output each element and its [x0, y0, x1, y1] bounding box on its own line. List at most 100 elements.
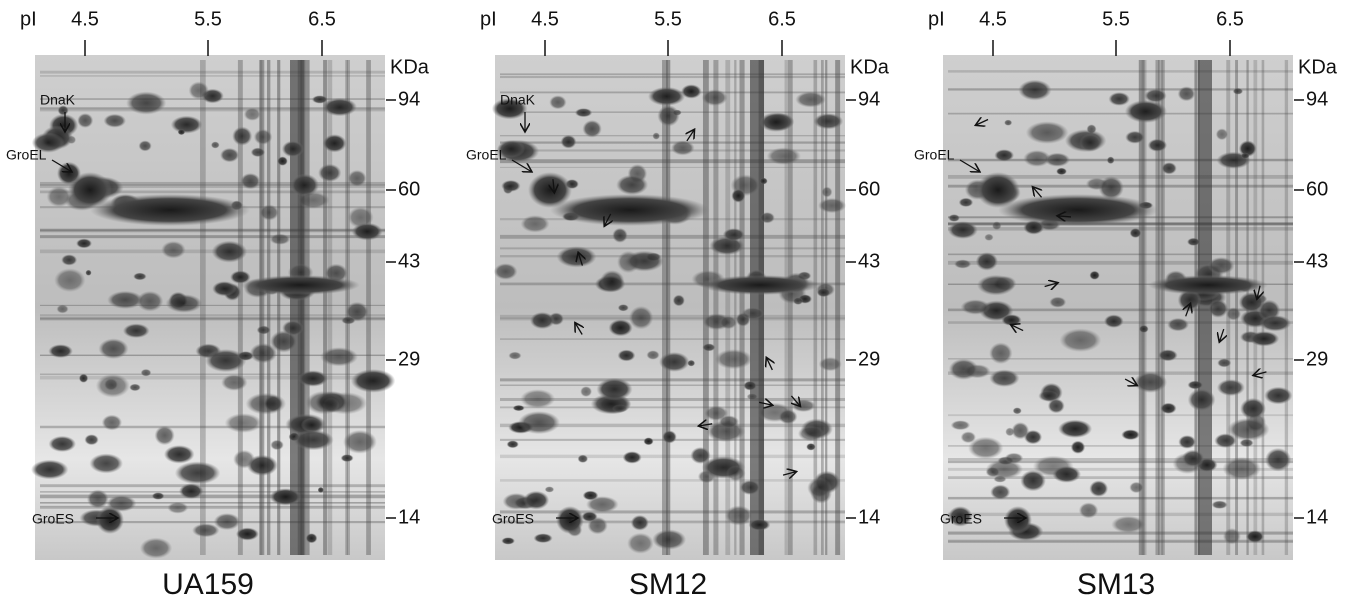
gel-spot [948, 214, 960, 222]
gel-spot [311, 95, 328, 104]
gel-spot [1111, 515, 1146, 534]
gel-spot [232, 126, 253, 146]
gel-spot [493, 263, 518, 280]
gel-band [40, 502, 385, 504]
gel-spot [54, 268, 86, 293]
gel-band [40, 235, 385, 239]
gel-band [500, 397, 845, 402]
spot-arrow [1044, 283, 1058, 287]
gel-band [948, 512, 1293, 517]
gel-band [948, 414, 1293, 417]
gel-spot [347, 169, 367, 187]
gel-band [500, 423, 845, 428]
gel-band [948, 253, 1293, 256]
gel-spot [1232, 87, 1244, 95]
gel-band [500, 520, 845, 524]
gel-spot [681, 84, 702, 99]
gel-spot [549, 95, 567, 110]
gel-spot [1133, 371, 1168, 393]
gel-spot [1245, 530, 1265, 543]
gel-spot [250, 147, 266, 158]
gel-spot [281, 140, 304, 158]
gel-spot [292, 429, 334, 451]
gel-spot [1187, 388, 1216, 412]
gel-spot [960, 299, 991, 315]
gel-band [500, 73, 845, 76]
gel-spot [1207, 257, 1235, 275]
gel-spot [1178, 435, 1197, 449]
gel-spot [322, 134, 347, 153]
gel-spot [793, 297, 804, 305]
gel-spot [246, 454, 278, 476]
gel-spot [1264, 386, 1293, 405]
gel-spot [989, 369, 1020, 387]
gel-streak [662, 60, 668, 555]
gel-band [40, 494, 385, 499]
gel-spot [958, 197, 974, 208]
gel-spot [512, 404, 525, 412]
gel-spot [107, 290, 144, 309]
mw-tick-label: 43 [1306, 250, 1328, 272]
gel-spot [1089, 270, 1100, 280]
gel-spot [947, 221, 978, 239]
gel-spot [31, 132, 65, 153]
gel-band [500, 378, 845, 382]
gel-spot [221, 374, 248, 391]
gel-spot [243, 107, 261, 121]
gel-spot [659, 352, 690, 372]
gel-band [40, 107, 385, 110]
gel-band [500, 159, 845, 164]
gel-spot [1222, 527, 1241, 545]
gel-spot [1070, 440, 1086, 454]
gel-spot [724, 505, 753, 526]
gel-spot [1214, 433, 1237, 449]
gel-spot [627, 532, 654, 554]
gel-spot [1138, 324, 1149, 333]
gel-spot [76, 238, 93, 249]
gel-spot [556, 246, 597, 268]
gel-spot [700, 275, 820, 295]
gel-spot [174, 461, 221, 485]
gel-spot [616, 174, 649, 196]
pi-tick-label: 4.5 [531, 8, 559, 30]
gel-spot [950, 420, 971, 431]
gel-spot [178, 483, 204, 499]
gel-spot [126, 91, 167, 115]
protein-arrow [959, 159, 980, 172]
gel-spot [318, 163, 342, 183]
gel-spot [585, 496, 619, 513]
gel-spot [90, 194, 250, 226]
gel-streak [259, 60, 265, 555]
gel-spot [253, 129, 273, 145]
gel-spot [68, 172, 112, 208]
gel-spot [84, 434, 99, 446]
gel-spot [1004, 119, 1013, 126]
spot-arrow [975, 119, 989, 125]
gel-band [500, 521, 845, 523]
gel-spot [1167, 317, 1190, 332]
gel-spot [341, 316, 356, 325]
gel-spot [230, 270, 251, 284]
gel-spot [277, 156, 288, 166]
gel-spot [1187, 237, 1201, 246]
gel-spot [709, 236, 745, 256]
gel-spot [205, 348, 247, 373]
spot-arrow [553, 179, 554, 193]
gel-spot [984, 233, 994, 241]
gel-band [40, 425, 385, 429]
gel-spot [213, 513, 241, 531]
mw-tick-label: 60 [858, 178, 880, 200]
gel-band [40, 229, 385, 233]
panel-caption: SM13 [1077, 568, 1155, 601]
gel-spot [167, 501, 189, 514]
gel-spot [1023, 150, 1051, 167]
gel-band [948, 461, 1293, 464]
gel-spot [320, 347, 358, 367]
gel-spot [1047, 398, 1065, 414]
gel-spot [947, 506, 973, 527]
gel-spot [122, 323, 150, 339]
gel-spot [154, 425, 175, 446]
gel-spot [806, 443, 816, 451]
gel-spot [1129, 481, 1144, 494]
gel-spot [1125, 130, 1145, 144]
